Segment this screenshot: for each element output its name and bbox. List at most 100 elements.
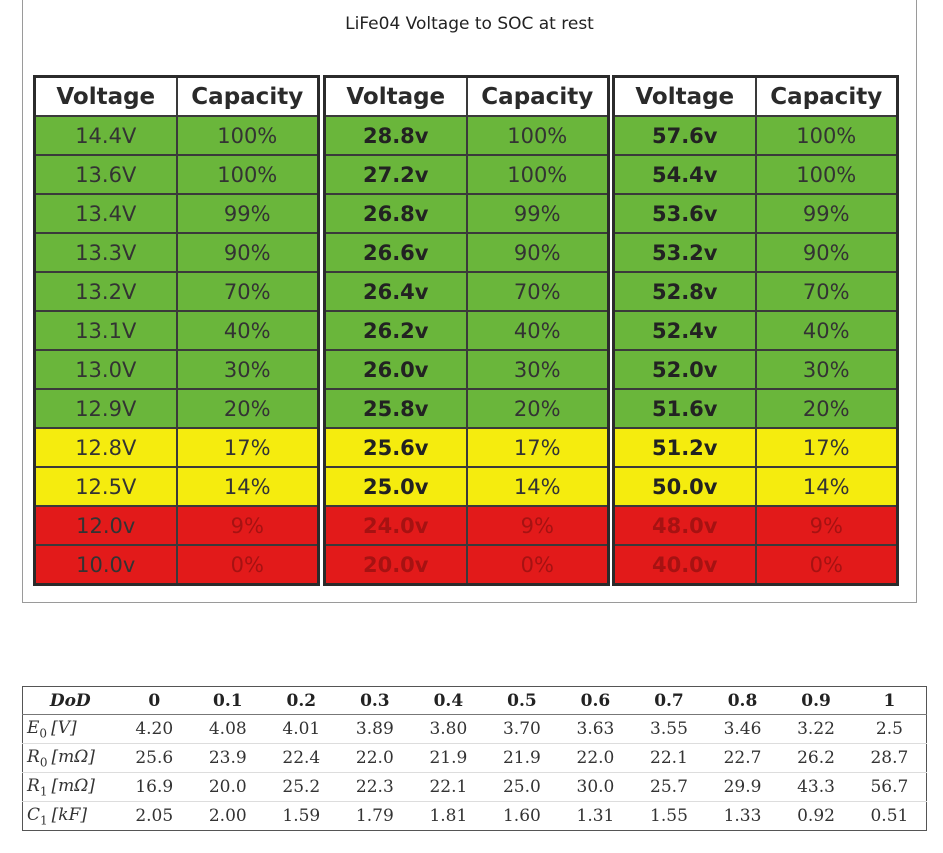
- param-value-cell: 25.0: [485, 772, 559, 802]
- param-value-cell: 22.0: [558, 743, 633, 773]
- voltage-cell: 52.4v: [612, 310, 757, 351]
- battery-parameter-table: DoD 0 0.1 0.2 0.3 0.4 0.5 0.6 0.7 0.8 0.9 1 E0 [V] 4…: [22, 686, 927, 831]
- dod-value-header: 0.4: [411, 686, 486, 715]
- table-row: 48.0v 9%: [612, 505, 899, 546]
- capacity-cell: 100%: [465, 115, 610, 156]
- capacity-cell: 100%: [465, 154, 610, 195]
- param-symbol: R: [27, 746, 40, 767]
- param-value-cell: 43.3: [779, 772, 853, 802]
- param-value-cell: 1.33: [705, 801, 780, 831]
- capacity-cell: 99%: [175, 193, 320, 234]
- voltage-header: Voltage: [323, 75, 468, 117]
- voltage-cell: 57.6v: [612, 115, 757, 156]
- capacity-cell: 17%: [754, 427, 899, 468]
- capacity-cell: 17%: [465, 427, 610, 468]
- table-row: 13.4V 99%: [33, 193, 320, 234]
- voltage-cell: 13.2V: [33, 271, 178, 312]
- capacity-cell: 90%: [754, 232, 899, 273]
- voltage-cell: 13.1V: [33, 310, 178, 351]
- soc-table-12v: Voltage Capacity 14.4V 100% 13.6V 100% 13.4V…: [33, 75, 320, 586]
- table-row: 57.6v 100%: [612, 115, 899, 156]
- table-row: 26.0v 30%: [323, 349, 610, 390]
- param-row: R0 [mΩ] 25.6 23.9 22.4 22.0 21.9 21.9 22.0 22.1 22…: [22, 743, 927, 773]
- capacity-cell: 40%: [175, 310, 320, 351]
- table-header-row: Voltage Capacity: [33, 75, 320, 117]
- capacity-cell: 14%: [754, 466, 899, 507]
- capacity-cell: 99%: [465, 193, 610, 234]
- capacity-cell: 70%: [465, 271, 610, 312]
- param-unit: [kF]: [51, 804, 88, 825]
- table-header-row: Voltage Capacity: [323, 75, 610, 117]
- param-value-cell: 22.0: [338, 743, 412, 773]
- param-value-cell: 26.2: [779, 743, 853, 773]
- table-row: 53.6v 99%: [612, 193, 899, 234]
- table-row: 26.6v 90%: [323, 232, 610, 273]
- voltage-cell: 20.0v: [323, 544, 468, 586]
- table-row: 12.0v 9%: [33, 505, 320, 546]
- table-row: 13.3V 90%: [33, 232, 320, 273]
- voltage-cell: 54.4v: [612, 154, 757, 195]
- param-value-cell: 23.9: [191, 743, 265, 773]
- voltage-header: Voltage: [33, 75, 178, 117]
- table-row: 20.0v 0%: [323, 544, 610, 586]
- param-value-cell: 2.5: [852, 714, 927, 744]
- voltage-cell: 13.3V: [33, 232, 178, 273]
- param-value-cell: 4.08: [191, 714, 265, 744]
- param-value-cell: 16.9: [117, 772, 192, 802]
- param-row: R1 [mΩ] 16.9 20.0 25.2 22.3 22.1 25.0 30.0 25.7 29…: [22, 772, 927, 802]
- param-value-cell: 1.59: [264, 801, 339, 831]
- capacity-cell: 99%: [754, 193, 899, 234]
- table-row: 13.2V 70%: [33, 271, 320, 312]
- voltage-cell: 52.0v: [612, 349, 757, 390]
- param-value-cell: 29.9: [705, 772, 780, 802]
- voltage-cell: 26.0v: [323, 349, 468, 390]
- table-row: 25.8v 20%: [323, 388, 610, 429]
- capacity-cell: 70%: [175, 271, 320, 312]
- voltage-cell: 14.4V: [33, 115, 178, 156]
- voltage-cell: 48.0v: [612, 505, 757, 546]
- dod-value-header: 0.1: [191, 686, 265, 715]
- voltage-cell: 13.4V: [33, 193, 178, 234]
- param-value-cell: 3.70: [485, 714, 559, 744]
- capacity-header: Capacity: [465, 75, 610, 117]
- capacity-cell: 100%: [754, 154, 899, 195]
- param-value-cell: 2.05: [117, 801, 192, 831]
- capacity-cell: 14%: [465, 466, 610, 507]
- capacity-header: Capacity: [754, 75, 899, 117]
- param-value-cell: 25.6: [117, 743, 192, 773]
- param-symbol: E: [27, 717, 40, 738]
- dod-value-header: 0.3: [338, 686, 412, 715]
- dod-header: DoD: [22, 686, 118, 715]
- voltage-cell: 40.0v: [612, 544, 757, 586]
- param-value-cell: 1.60: [485, 801, 559, 831]
- capacity-cell: 20%: [465, 388, 610, 429]
- capacity-cell: 100%: [175, 154, 320, 195]
- param-value-cell: 20.0: [191, 772, 265, 802]
- param-value-cell: 3.89: [338, 714, 412, 744]
- param-value-cell: 1.81: [411, 801, 486, 831]
- capacity-header: Capacity: [175, 75, 320, 117]
- dod-value-header: 0.7: [632, 686, 706, 715]
- param-value-cell: 4.20: [117, 714, 192, 744]
- param-value-cell: 28.7: [852, 743, 927, 773]
- table-row: 50.0v 14%: [612, 466, 899, 507]
- voltage-cell: 25.0v: [323, 466, 468, 507]
- param-label: E0 [V]: [22, 714, 118, 744]
- dod-value-header: 0.5: [485, 686, 559, 715]
- voltage-cell: 28.8v: [323, 115, 468, 156]
- param-symbol: R: [27, 775, 40, 796]
- voltage-cell: 25.6v: [323, 427, 468, 468]
- voltage-cell: 12.0v: [33, 505, 178, 546]
- voltage-cell: 52.8v: [612, 271, 757, 312]
- param-value-cell: 22.7: [705, 743, 780, 773]
- param-value-cell: 3.80: [411, 714, 486, 744]
- param-label: C1 [kF]: [22, 801, 118, 831]
- table-row: 53.2v 90%: [612, 232, 899, 273]
- param-unit: [V]: [51, 717, 77, 738]
- param-value-cell: 25.2: [264, 772, 339, 802]
- voltage-cell: 26.2v: [323, 310, 468, 351]
- voltage-cell: 51.2v: [612, 427, 757, 468]
- capacity-cell: 40%: [465, 310, 610, 351]
- table-row: 12.5V 14%: [33, 466, 320, 507]
- voltage-cell: 50.0v: [612, 466, 757, 507]
